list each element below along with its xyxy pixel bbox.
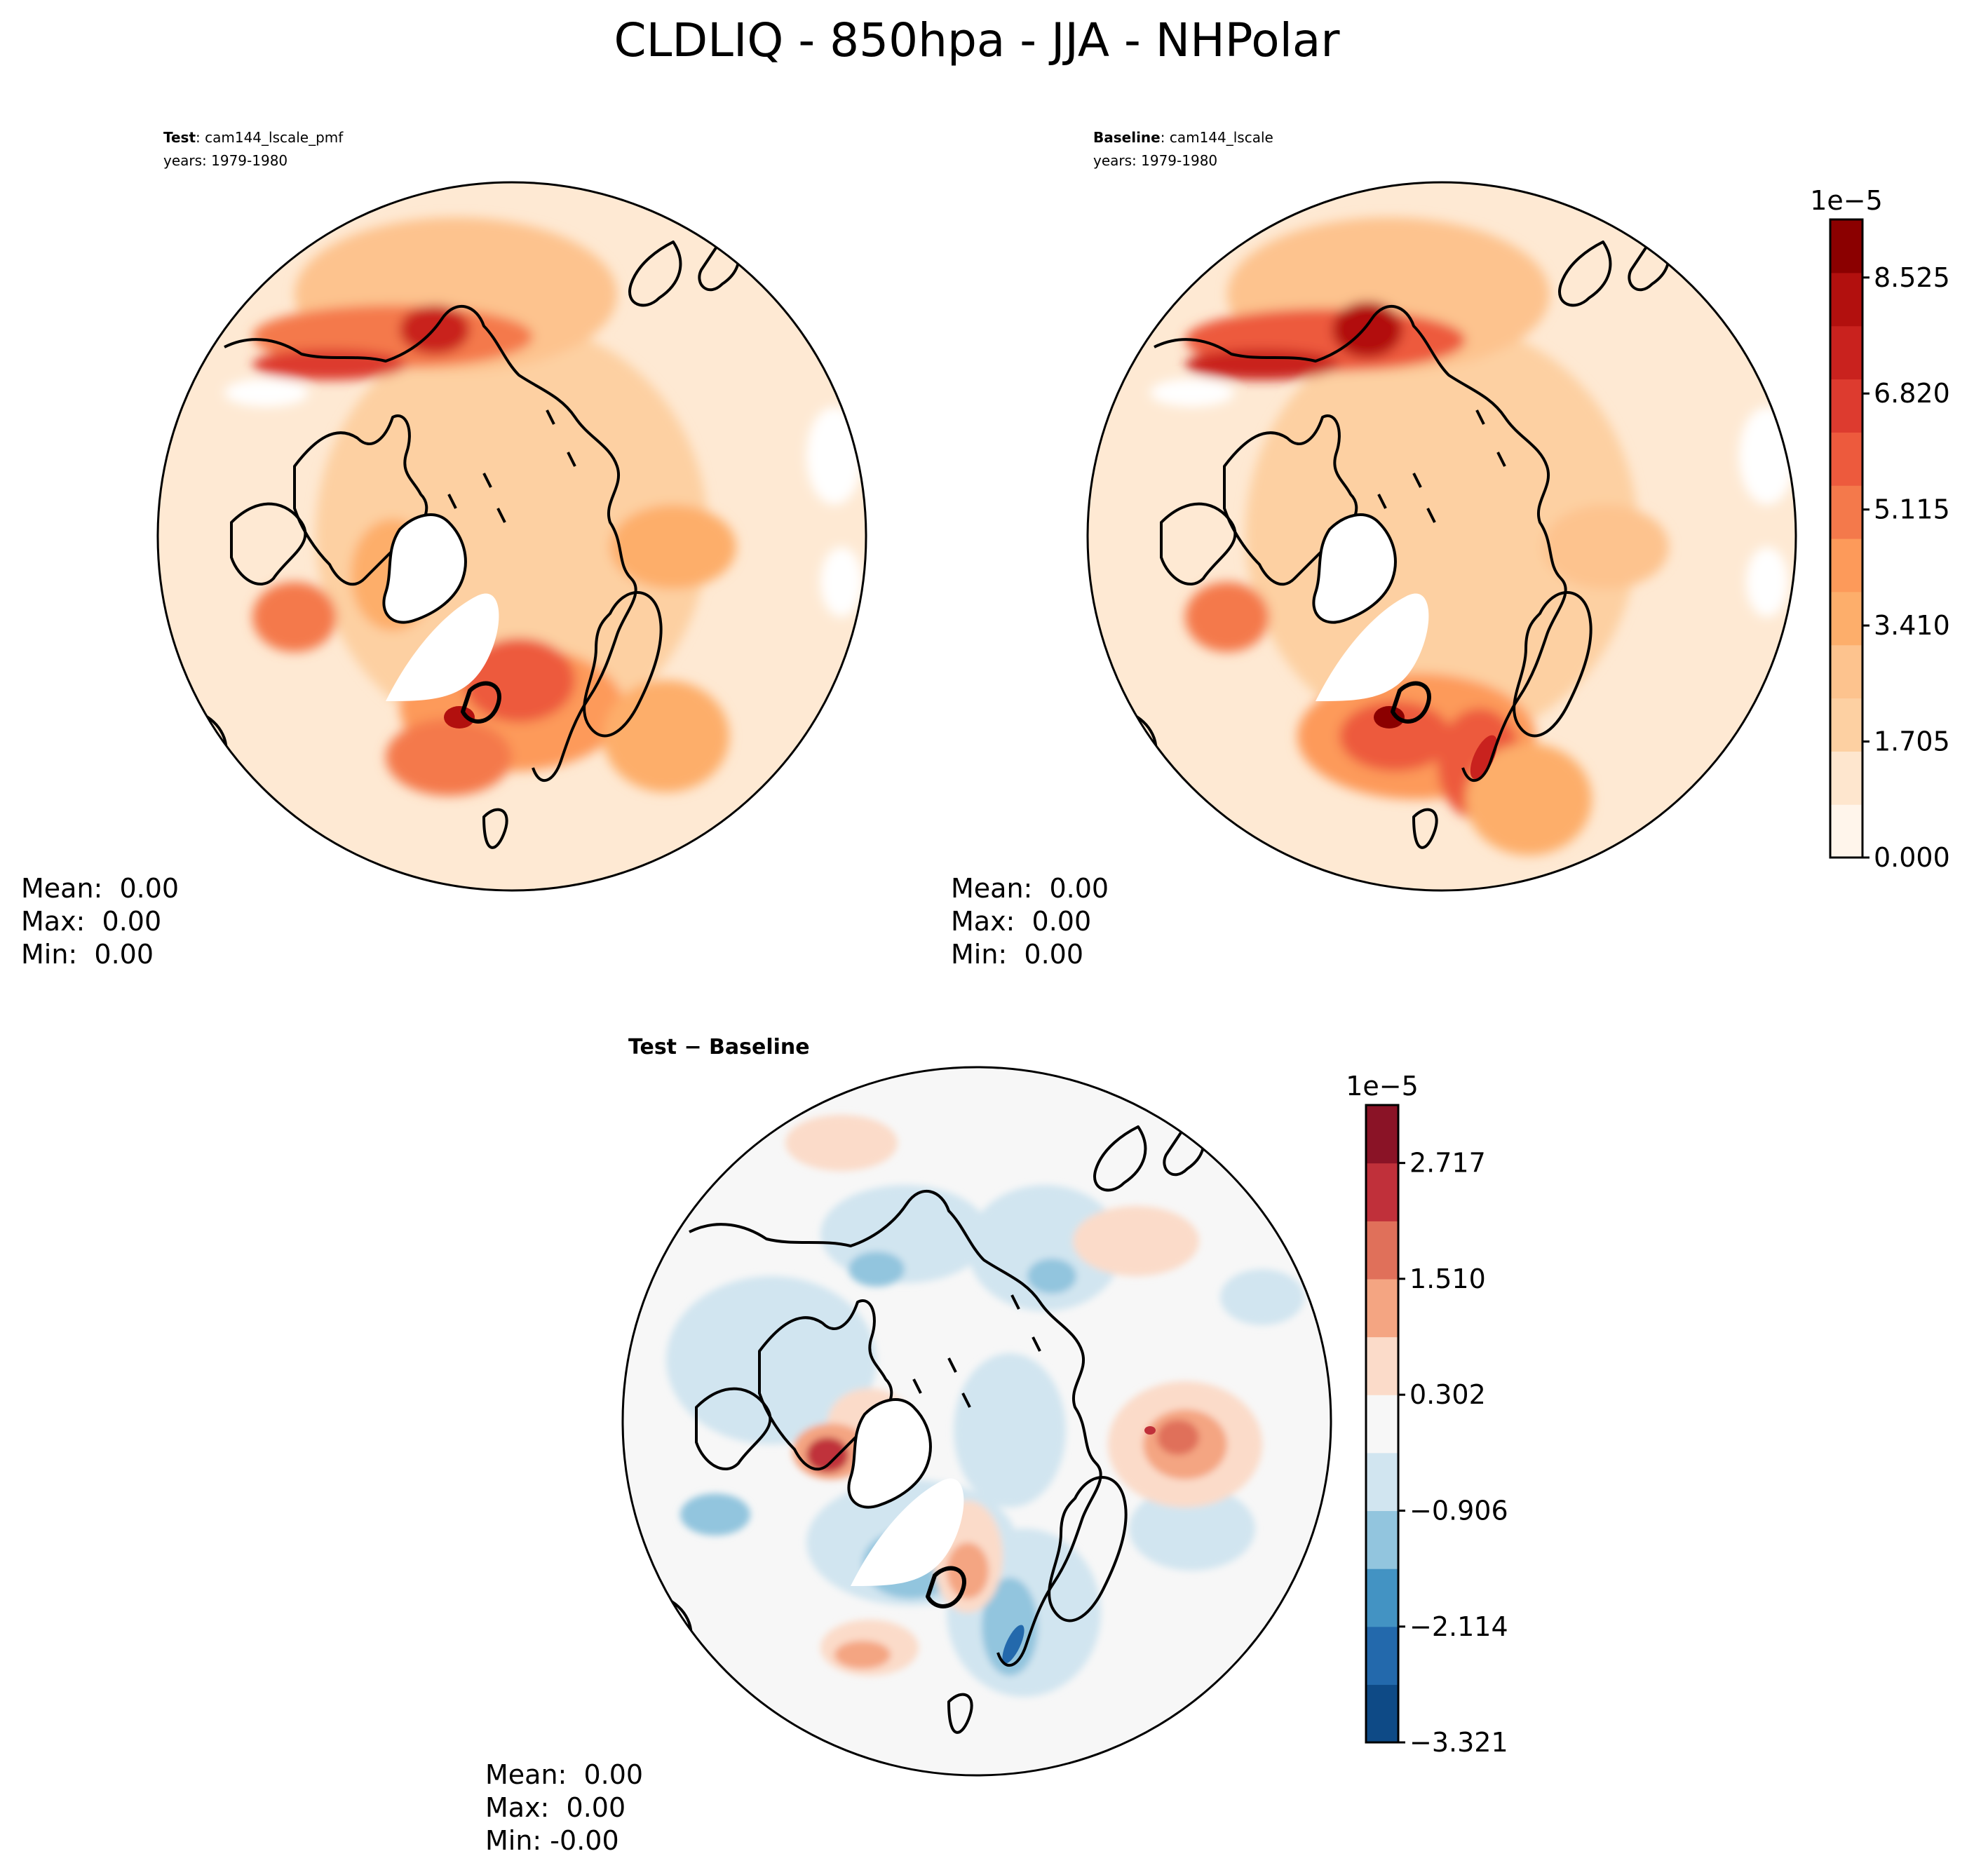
colorbar-diff-tick-label: 2.717	[1409, 1148, 1486, 1179]
test-map	[158, 182, 866, 890]
baseline-map-boundary	[1086, 181, 1797, 892]
baseline-stat-max: Max: 0.00	[951, 906, 1091, 937]
colorbar-diff-tick-label: 0.302	[1409, 1379, 1486, 1410]
colorbar-abs-segment	[1830, 698, 1862, 752]
test-panel: Test: cam144_lscale_pmf years: 1979-1980	[21, 129, 867, 970]
colorbar-diff-segment	[1366, 1395, 1398, 1454]
colorbar-abs-tick-label: 0.000	[1874, 842, 1950, 873]
test-stat-max: Max: 0.00	[21, 906, 161, 937]
colorbar-diff-segment	[1366, 1684, 1398, 1743]
difference-map	[623, 1067, 1331, 1775]
colorbar-abs-tick-label: 6.820	[1874, 378, 1950, 409]
colorbar-abs-segment	[1830, 591, 1862, 646]
baseline-panel-label: Baseline: cam144_lscale	[1093, 129, 1273, 146]
colorbar-abs-multiplier: 1e−5	[1810, 185, 1883, 216]
colorbar-abs-tick-label: 8.525	[1874, 262, 1950, 293]
colorbar-abs-segment	[1830, 485, 1862, 539]
colorbar-abs-tick-label: 5.115	[1874, 494, 1950, 525]
colorbar-diff-segment	[1366, 1452, 1398, 1512]
difference-stat-min: Min: -0.00	[485, 1825, 619, 1856]
difference-panel: Test − Baseline	[485, 1035, 1332, 1856]
colorbar-abs-segment	[1830, 538, 1862, 592]
colorbar-diff-tick-label: −2.114	[1409, 1611, 1508, 1642]
baseline-map	[1088, 182, 1796, 890]
colorbar-diff-segment	[1366, 1221, 1398, 1280]
test-stat-mean: Mean: 0.00	[21, 873, 179, 904]
baseline-stat-mean: Mean: 0.00	[951, 873, 1109, 904]
difference-stat-mean: Mean: 0.00	[485, 1759, 643, 1790]
test-label-rest: : cam144_lscale_pmf	[196, 129, 344, 146]
baseline-panel: Baseline: cam144_lscale years: 1979-1980	[951, 129, 1797, 970]
colorbar-diff-tick-label: −3.321	[1409, 1727, 1508, 1758]
difference-panel-label: Test − Baseline	[628, 1035, 810, 1059]
colorbar-abs-segment	[1830, 379, 1862, 433]
colorbar-diff-segment	[1366, 1336, 1398, 1395]
figure-title: CLDLIQ - 850hpa - JJA - NHPolar	[614, 13, 1341, 67]
test-years: years: 1979-1980	[163, 152, 288, 169]
colorbar-abs-segment	[1830, 751, 1862, 805]
colorbar-abs-segment	[1830, 804, 1862, 858]
colorbar-abs-segment	[1830, 272, 1862, 327]
colorbar-abs-segment	[1830, 432, 1862, 486]
test-label-bold: Test	[163, 129, 196, 146]
difference-stat-max: Max: 0.00	[485, 1792, 626, 1823]
colorbar-abs-segment	[1830, 219, 1862, 273]
difference-map-boundary	[621, 1066, 1332, 1777]
colorbar-diff-segment	[1366, 1626, 1398, 1685]
colorbar-abs-frame	[1829, 218, 1864, 859]
test-stat-min: Min: 0.00	[21, 939, 154, 970]
colorbar-diff-frame	[1365, 1104, 1400, 1744]
difference-stats: Mean: 0.00 Max: 0.00 Min: -0.00	[485, 1759, 643, 1856]
test-stats: Mean: 0.00 Max: 0.00 Min: 0.00	[21, 873, 179, 970]
baseline-stats: Mean: 0.00 Max: 0.00 Min: 0.00	[951, 873, 1109, 970]
baseline-years: years: 1979-1980	[1093, 152, 1217, 169]
baseline-label-bold: Baseline	[1093, 129, 1161, 146]
test-panel-label: Test: cam144_lscale_pmf	[163, 129, 344, 146]
colorbar-diff-tick-label: −0.906	[1409, 1495, 1508, 1526]
test-map-boundary	[156, 181, 867, 892]
colorbar-diff-segment	[1366, 1510, 1398, 1569]
colorbar-abs-tick-label: 3.410	[1874, 610, 1950, 641]
colorbar-diff-segment	[1366, 1278, 1398, 1338]
colorbar-abs-segment	[1830, 325, 1862, 380]
baseline-stat-min: Min: 0.00	[951, 939, 1083, 970]
colorbar-abs-tick-label: 1.705	[1874, 726, 1950, 757]
colorbar-difference: 2.717 1.510 0.302 −0.906 −2.114 −3.321 1e−5	[1346, 1071, 1508, 1758]
colorbar-diff-segment	[1366, 1163, 1398, 1221]
colorbar-abs-segment	[1830, 644, 1862, 699]
colorbar-diff-multiplier: 1e−5	[1346, 1071, 1419, 1102]
colorbar-absolute: 8.525 6.820 5.115 3.410 1.705 0.000 1e−5	[1810, 185, 1950, 873]
colorbar-diff-segment	[1366, 1105, 1398, 1164]
colorbar-diff-tick-label: 1.510	[1409, 1263, 1486, 1294]
baseline-label-rest: : cam144_lscale	[1161, 129, 1273, 146]
colorbar-diff-segment	[1366, 1569, 1398, 1627]
